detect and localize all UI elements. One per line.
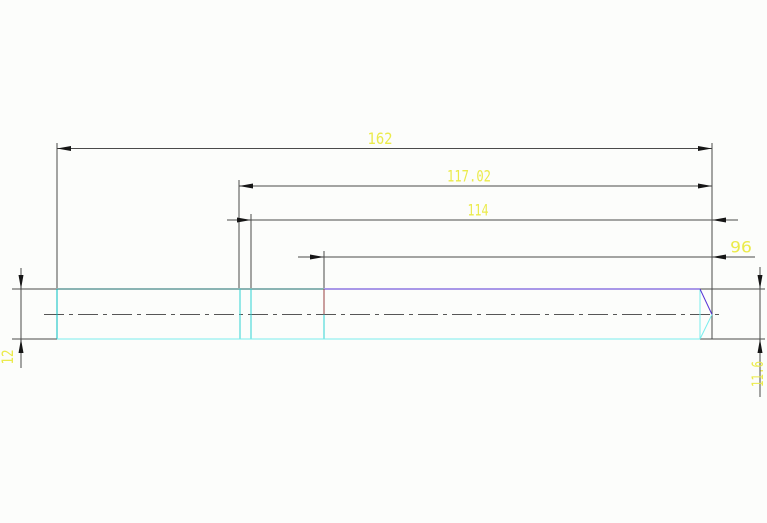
dimension-label-162: 162 (368, 129, 393, 148)
arrowhead-114-right (712, 217, 726, 223)
arrowhead-96-left (310, 254, 324, 260)
dimension-label-114: 114 (468, 201, 489, 220)
dimension-label-117-02: 117.02 (447, 167, 491, 186)
arrowhead-12-top (18, 275, 24, 289)
arrowhead-12-bottom (18, 339, 24, 353)
arrowhead-117-left (239, 183, 253, 189)
shaft-tip-chamfer-top (699, 288, 713, 315)
arrowhead-162-right (698, 146, 712, 151)
arrowhead-96-right (712, 254, 726, 260)
arrowhead-117-right (698, 183, 712, 189)
dimension-label-96: 96 (730, 238, 752, 257)
arrowhead-114-left (237, 217, 251, 223)
dimension-label-12: 12 (0, 350, 17, 365)
arrowhead-162-left (57, 146, 71, 151)
arrowhead-11-6-top (757, 275, 763, 289)
dimension-label-11-6: 11.6 (748, 361, 767, 387)
shaft-tip-chamfer-bottom (699, 314, 713, 340)
arrowhead-11-6-bottom (757, 339, 763, 353)
